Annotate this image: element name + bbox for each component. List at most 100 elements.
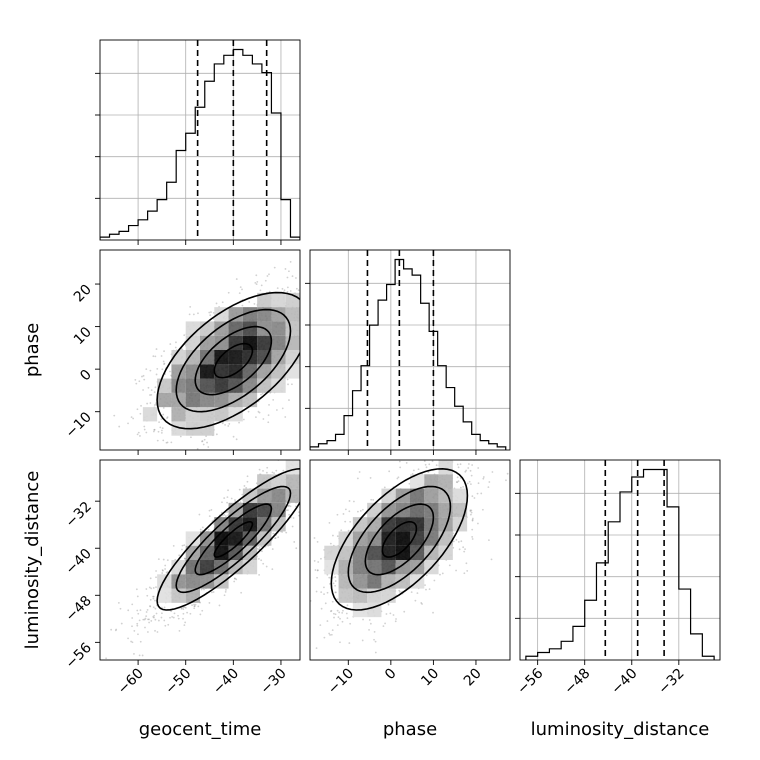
sample-point — [316, 453, 318, 455]
sample-point — [120, 622, 123, 625]
sample-point — [470, 511, 473, 514]
sample-point — [320, 350, 322, 352]
density-cell — [257, 292, 272, 308]
sample-point — [147, 618, 149, 621]
sample-point — [153, 616, 155, 619]
sample-point — [316, 483, 318, 485]
sample-point — [288, 399, 290, 401]
sample-point — [156, 631, 159, 633]
sample-point — [141, 654, 144, 657]
sample-point — [137, 431, 140, 434]
sample-point — [152, 595, 155, 598]
sample-point — [306, 302, 308, 304]
sample-point — [306, 466, 308, 468]
sample-point — [136, 622, 139, 625]
sample-point — [291, 383, 293, 386]
sample-point — [175, 341, 177, 344]
sample-point — [196, 447, 199, 450]
sample-point — [174, 346, 177, 349]
density-cell — [214, 392, 229, 408]
density-cell — [285, 474, 300, 489]
sample-point — [154, 599, 156, 602]
sample-point — [169, 616, 171, 619]
sample-point — [330, 310, 332, 312]
density-cell — [214, 321, 229, 336]
sample-point — [201, 440, 203, 443]
sample-point — [143, 378, 146, 381]
x-tick-label: −40 — [210, 666, 242, 698]
sample-point — [303, 465, 305, 467]
sample-point — [193, 603, 195, 606]
sample-point — [188, 456, 190, 458]
sample-point — [200, 588, 203, 591]
sample-point — [361, 508, 364, 511]
sample-point — [307, 485, 309, 487]
sample-point — [295, 232, 297, 234]
sample-point — [452, 540, 455, 543]
sample-point — [304, 508, 306, 510]
sample-point — [157, 430, 160, 433]
sample-point — [194, 603, 197, 606]
sample-point — [338, 325, 340, 327]
sample-point — [238, 292, 241, 295]
sample-point — [133, 630, 136, 632]
sample-point — [257, 410, 260, 413]
sample-point — [301, 318, 303, 320]
density-cell — [200, 378, 215, 393]
panel-2 — [305, 249, 511, 455]
sample-point — [149, 605, 152, 608]
sample-point — [118, 425, 121, 428]
sample-point — [136, 595, 139, 598]
sample-point — [289, 290, 292, 292]
sample-point — [130, 461, 132, 463]
sample-point — [145, 431, 148, 434]
sample-point — [329, 634, 331, 636]
sample-point — [161, 572, 164, 574]
sample-point — [183, 557, 186, 560]
sample-point — [281, 287, 284, 290]
sample-point — [305, 476, 307, 478]
sample-point — [191, 604, 193, 607]
sample-point — [127, 637, 129, 640]
sample-point — [304, 478, 306, 480]
sample-point — [268, 403, 270, 406]
contour-line — [175, 308, 292, 413]
panel-frame — [309, 249, 511, 451]
sample-point — [259, 289, 262, 292]
sample-point — [223, 513, 226, 516]
sample-point — [271, 548, 274, 550]
sample-point — [183, 544, 186, 547]
sample-point — [307, 467, 309, 469]
sample-point — [302, 433, 304, 435]
density-cell — [257, 502, 272, 518]
sample-point — [322, 472, 324, 474]
sample-point — [95, 675, 97, 677]
sample-point — [346, 604, 349, 607]
sample-point — [312, 481, 314, 483]
sample-point — [305, 449, 307, 451]
density-cell — [242, 560, 258, 575]
sample-point — [423, 431, 425, 433]
sample-point — [295, 277, 297, 279]
sample-point — [170, 441, 173, 444]
sample-point — [457, 480, 460, 483]
sample-point — [177, 617, 180, 620]
sample-point — [301, 501, 303, 503]
sample-point — [303, 347, 305, 349]
sample-point — [298, 514, 300, 517]
sample-point — [331, 629, 334, 632]
sample-point — [289, 505, 292, 508]
sample-point — [179, 435, 182, 438]
sample-point — [127, 609, 130, 612]
sample-point — [312, 318, 314, 320]
sample-point — [149, 394, 151, 396]
density-cell — [271, 335, 286, 350]
sample-point — [137, 633, 139, 636]
density-cell — [214, 378, 229, 393]
sample-point — [201, 526, 204, 529]
density-cell — [271, 474, 286, 489]
sample-point — [307, 338, 309, 340]
sample-point — [285, 509, 288, 512]
sample-point — [261, 550, 263, 553]
